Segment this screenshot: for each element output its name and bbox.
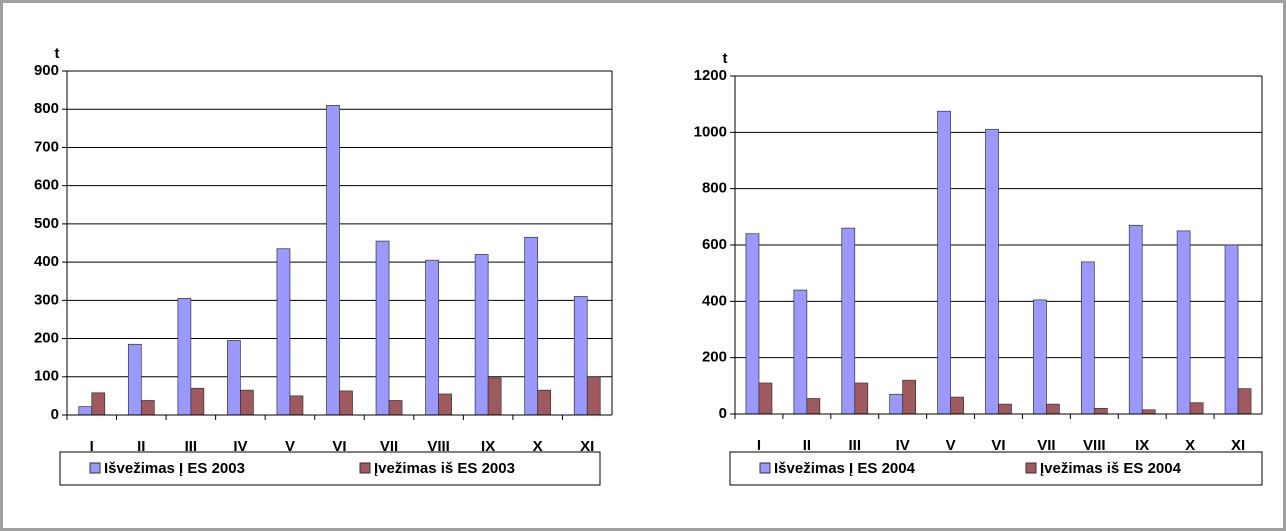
bar [937,110,951,415]
bar [902,379,917,415]
x-tick-label: III [185,438,198,455]
bar [339,390,353,416]
bar [326,105,340,416]
bar [1093,408,1108,415]
y-tick-label: 0 [51,406,59,423]
legend-label: Išvežimas Į ES 2004 [774,460,916,477]
x-tick-label: I [90,438,94,455]
y-tick-label: 500 [34,215,59,232]
bar [950,396,964,415]
bar [1033,299,1047,415]
bar [985,129,999,415]
bar [586,376,601,416]
x-tick-label: IX [481,438,495,455]
bar [140,400,155,416]
x-tick-label: VI [332,438,346,455]
bar [854,382,869,415]
legend-swatch [359,462,371,474]
bar [1189,402,1204,415]
bar [487,377,502,416]
bar [1128,224,1143,415]
bar [388,400,403,416]
bar [276,248,291,416]
bar [524,236,539,416]
bar [78,406,93,416]
y-tick-label: 400 [702,292,727,309]
bar [1176,230,1191,415]
y-tick-label: 1000 [694,123,727,140]
bar [375,240,390,416]
x-tick-label: II [803,437,811,454]
y-tick-label: 400 [34,253,59,270]
bar [998,403,1012,415]
bar [889,393,904,415]
legend-box [729,451,1263,486]
bar [240,389,254,416]
legend-label: Išvežimas Į ES 2003 [104,460,245,477]
y-tick-label: 600 [34,177,59,194]
y-axis-label: t [723,50,728,67]
bar [758,382,773,415]
bar [793,289,808,415]
x-tick-label: VIII [427,438,450,455]
bar [1046,403,1060,415]
bar [474,254,489,416]
x-tick-label: XI [1231,437,1245,454]
bar [438,393,452,416]
legend-box [59,451,601,486]
x-tick-label: IV [233,438,247,455]
y-tick-label: 900 [34,62,59,79]
x-tick-label: V [285,438,295,455]
legend-label: Įvežimas iš ES 2004 [1040,460,1182,477]
x-tick-label: II [137,438,145,455]
x-tick-label: V [946,437,956,454]
y-tick-label: 700 [34,138,59,155]
bar [573,296,588,416]
legend-label: Įvežimas iš ES 2003 [374,460,515,477]
x-tick-label: VII [1037,437,1055,454]
x-tick-label: XI [580,438,594,455]
y-tick-label: 800 [702,180,727,197]
legend-swatch [759,462,771,474]
y-tick-label: 100 [34,368,59,385]
bar [1237,388,1252,415]
bar [289,395,304,416]
bar [1141,409,1156,415]
x-tick-label: VI [991,437,1005,454]
legend-swatch [89,462,101,474]
y-tick-label: 600 [702,236,727,253]
bar [177,298,192,416]
y-tick-label: 1200 [694,67,727,84]
y-tick-label: 0 [719,405,727,422]
bar [841,227,856,415]
y-tick-label: 200 [702,349,727,366]
bar [1224,244,1239,415]
bar [537,389,552,416]
y-axis-label: t [55,45,60,62]
bar [227,340,241,416]
legend-swatch [1025,462,1037,474]
bar [745,233,760,415]
x-tick-label: IV [896,437,910,454]
bar [1080,261,1095,415]
x-tick-label: I [757,437,761,454]
y-tick-label: 200 [34,330,59,347]
x-tick-label: X [1185,437,1195,454]
bar [91,392,106,416]
bar [425,259,439,416]
y-tick-label: 300 [34,291,59,308]
x-tick-label: X [533,438,543,455]
x-tick-label: VIII [1083,437,1106,454]
x-tick-label: IX [1135,437,1149,454]
bar [127,343,142,416]
y-tick-label: 800 [34,100,59,117]
bar [806,398,821,415]
bar [190,387,205,416]
x-tick-label: VII [380,438,398,455]
x-tick-label: III [849,437,862,454]
